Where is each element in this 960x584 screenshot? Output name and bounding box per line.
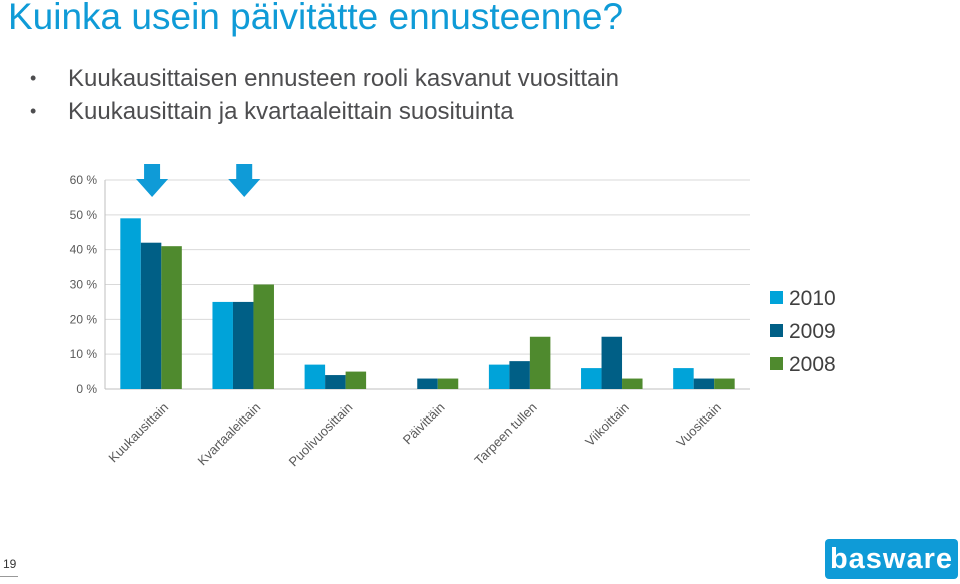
legend-label: 2008 — [789, 353, 836, 376]
bar — [304, 364, 326, 389]
bar — [622, 378, 643, 389]
bullet-dot-icon: • — [30, 101, 37, 121]
bar — [601, 336, 623, 389]
bar — [529, 336, 551, 389]
legend-label: 2010 — [789, 287, 836, 310]
slide-title: Kuinka usein päivitätte ennusteenne? — [8, 0, 624, 37]
y-tick-label: 40 % — [70, 243, 98, 257]
logo-text: basware — [829, 542, 954, 575]
bar — [212, 301, 233, 389]
y-tick-label: 50 % — [70, 208, 98, 222]
y-tick-label: 0 % — [76, 382, 97, 396]
bar — [120, 218, 141, 389]
bullet-dot-icon: • — [30, 68, 37, 88]
bar — [714, 378, 735, 389]
bar — [232, 301, 254, 389]
x-tick-label: Päivittäin — [400, 400, 448, 448]
bar — [581, 368, 602, 389]
bar — [693, 378, 715, 389]
y-tick-label: 20 % — [70, 312, 98, 326]
x-tick-label: Vuosittain — [673, 400, 724, 451]
bar — [140, 242, 162, 389]
highlight-arrow-icon — [228, 164, 261, 197]
y-tick-label: 60 % — [70, 173, 98, 187]
bullet-list: • Kuukausittaisen ennusteen rooli kasvanu… — [30, 62, 619, 128]
basware-logo: basware — [825, 539, 958, 579]
x-tick-label: Puolivuosittain — [286, 400, 356, 470]
bar — [345, 371, 367, 389]
page-number-divider — [0, 576, 18, 577]
x-tick-label: Kvartaaleittain — [194, 400, 263, 469]
legend-swatch — [770, 291, 783, 304]
bar — [509, 361, 530, 389]
y-tick-label: 30 % — [70, 278, 98, 292]
x-tick-label: Kuukausittain — [105, 400, 171, 466]
bullet-item: • Kuukausittain ja kvartaaleittain suosit… — [30, 95, 619, 128]
legend-swatch — [770, 324, 783, 337]
bar — [253, 284, 274, 389]
y-tick-label: 10 % — [70, 347, 98, 361]
x-tick-label: Viikoittain — [582, 400, 632, 450]
bullet-item: • Kuukausittaisen ennusteen rooli kasvanu… — [30, 62, 619, 95]
bar — [417, 378, 438, 389]
bar — [325, 375, 346, 389]
bar — [673, 368, 694, 389]
bar — [161, 246, 182, 389]
highlight-arrow-icon — [136, 164, 169, 197]
bullet-text: Kuukausittain ja kvartaaleittain suositu… — [68, 98, 514, 125]
bullet-text: Kuukausittaisen ennusteen rooli kasvanut… — [68, 65, 620, 92]
bar — [437, 378, 459, 389]
x-tick-label: Tarpeen tullen — [471, 400, 539, 468]
legend-label: 2009 — [789, 320, 836, 343]
legend-swatch — [770, 357, 783, 370]
page-number: 19 — [3, 557, 17, 571]
bar — [488, 364, 510, 389]
